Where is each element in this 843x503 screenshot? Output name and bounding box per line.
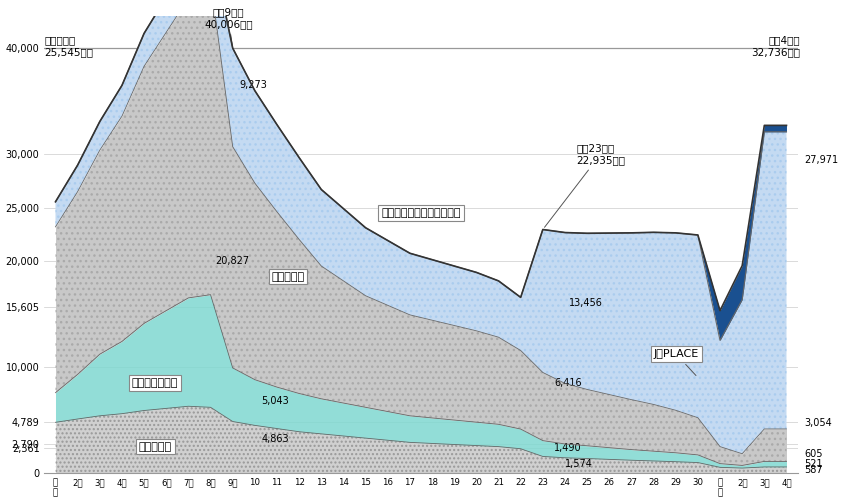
Text: 開催競马場: 開催競马場 — [138, 442, 172, 452]
Text: 平成元年：
25,545億円: 平成元年： 25,545億円 — [45, 36, 94, 57]
Text: 20,827: 20,827 — [216, 256, 250, 266]
Text: 1,490: 1,490 — [554, 443, 582, 453]
Text: 27,971: 27,971 — [804, 155, 838, 165]
Text: パークウインズ: パークウインズ — [132, 378, 179, 388]
Text: 平戆9年：
40,006億円: 平戆9年： 40,006億円 — [204, 8, 253, 45]
Text: 6,416: 6,416 — [554, 378, 582, 388]
Text: 587: 587 — [804, 465, 823, 475]
Text: 電話・インターネット投票: 電話・インターネット投票 — [381, 208, 461, 218]
Text: 3,054: 3,054 — [804, 418, 832, 428]
Text: 4,863: 4,863 — [261, 434, 289, 444]
Text: 605: 605 — [804, 449, 823, 459]
Text: ウインズ等: ウインズ等 — [271, 272, 304, 282]
Text: 5,043: 5,043 — [261, 396, 289, 406]
Text: 9,273: 9,273 — [239, 80, 267, 91]
Text: 平成23年：
22,935億円: 平成23年： 22,935億円 — [545, 143, 625, 227]
Text: 13,456: 13,456 — [569, 298, 604, 308]
Text: 令和4年：
32,736億円: 令和4年： 32,736億円 — [751, 36, 800, 57]
Text: J－PLACE: J－PLACE — [653, 349, 699, 376]
Text: 1,574: 1,574 — [565, 459, 593, 469]
Text: 521: 521 — [804, 459, 823, 469]
